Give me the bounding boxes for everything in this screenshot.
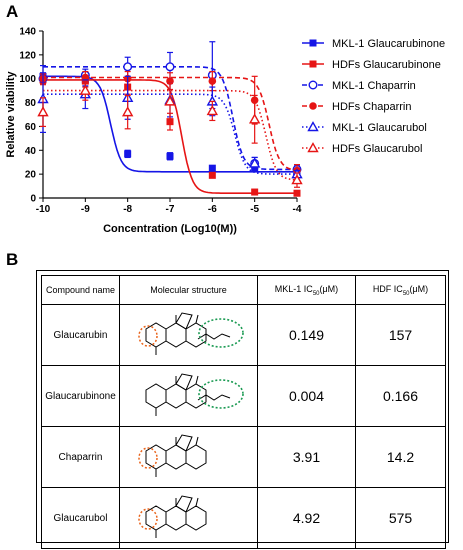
data-point: [208, 164, 216, 172]
molecular-structure-image: [119, 487, 258, 549]
panel-label-b: B: [6, 250, 19, 269]
x-tick-label: -6: [208, 204, 217, 215]
mkl-ic50-value: 4.92: [257, 487, 356, 549]
data-point: [248, 157, 261, 168]
compound-name: Glaucarubin: [41, 304, 120, 366]
data-point: [291, 174, 303, 185]
molecule-structure-icon: [145, 373, 244, 417]
data-point: [166, 118, 174, 126]
y-tick-label: 60: [25, 122, 37, 133]
ic50-table: Compound name Molecular structure MKL-1 …: [41, 275, 446, 549]
dose-response-chart: -10 -9 -8 -7 -6 -5 -4 0 20 40 60 80 100 120 140 Concent…: [5, 27, 445, 236]
hdf-ic50-value: 157: [355, 304, 446, 366]
molecule-structure-icon: [138, 312, 244, 356]
legend-marker: [309, 60, 317, 68]
header-molecular-structure: Molecular structure: [119, 275, 258, 305]
table-row: Glaucarubinone 0.004 0.166: [41, 365, 446, 427]
table-row: Chaparrin 3.91 14.2: [41, 426, 446, 488]
hdf-ic50-value: 0.166: [355, 365, 446, 427]
panel-label-a: A: [6, 2, 19, 21]
table-row: Glaucarubin 0.149 157: [41, 304, 446, 366]
legend-marker: [307, 121, 319, 132]
y-tick-label: 140: [19, 27, 36, 38]
x-tick-label: -9: [81, 204, 90, 215]
header-compound-name: Compound name: [41, 275, 120, 305]
data-point: [79, 84, 92, 95]
mkl-ic50-value: 3.91: [257, 426, 356, 488]
data-point: [248, 113, 261, 124]
ic50-table-frame: Compound name Molecular structure MKL-1 …: [36, 270, 449, 549]
legend-label: HDFs Glaucarubinone: [332, 59, 441, 71]
compound-name: Glaucarubinone: [41, 365, 120, 427]
y-tick-label: 100: [19, 74, 36, 85]
legend-marker: [309, 39, 317, 47]
hdf-ic50-value: 575: [355, 487, 446, 549]
header-hdf-ic50: HDF IC50(μM): [355, 275, 446, 305]
x-tick-label: -7: [166, 204, 175, 215]
data-point: [251, 188, 259, 196]
legend-label: MKL-1 Glaucarubol: [332, 122, 427, 134]
x-tick-label: -5: [250, 204, 259, 215]
legend-marker: [308, 80, 318, 90]
header-mkl-ic50: MKL-1 IC50(μM): [257, 275, 356, 305]
legend-label: MKL-1 Chaparrin: [332, 80, 416, 92]
data-point: [124, 150, 132, 158]
x-axis-label: Concentration (Log10(M)): [103, 223, 237, 235]
legend-label: HDFs Chaparrin: [332, 101, 411, 113]
data-point: [293, 189, 301, 197]
compound-name: Chaparrin: [41, 426, 120, 488]
y-tick-label: 120: [19, 50, 36, 61]
table-row: Glaucarubol 4.92 575: [41, 487, 446, 549]
x-tick-label: -4: [293, 204, 302, 215]
data-point: [121, 106, 134, 117]
data-point: [165, 62, 175, 72]
legend-marker: [307, 142, 319, 153]
data-point: [208, 171, 216, 179]
y-axis-label: Relative viability: [5, 71, 17, 158]
mkl-ic50-value: 0.004: [257, 365, 356, 427]
data-point: [206, 104, 219, 116]
y-tick-label: 0: [30, 194, 36, 205]
table-header-row: Compound name Molecular structure MKL-1 …: [41, 275, 446, 305]
data-point: [37, 106, 49, 117]
hdf-ic50-value: 14.2: [355, 426, 446, 488]
data-point: [166, 152, 174, 160]
molecular-structure-image: [119, 426, 258, 488]
molecule-structure-icon: [138, 434, 207, 478]
y-tick-label: 20: [25, 170, 37, 181]
legend-label: MKL-1 Glaucarubinone: [332, 38, 445, 50]
y-tick-label: 80: [25, 98, 37, 109]
data-point: [208, 77, 217, 85]
data-point: [164, 95, 176, 106]
legend-label: HDFs Glaucarubol: [332, 143, 422, 155]
mkl-ic50-value: 0.149: [257, 304, 356, 366]
legend-marker: [309, 102, 317, 110]
data-point: [123, 62, 133, 72]
y-tick-label: 40: [25, 146, 37, 157]
compound-name: Glaucarubol: [41, 487, 120, 549]
x-tick-label: -8: [123, 204, 132, 215]
molecular-structure-image: [119, 365, 258, 427]
molecule-structure-icon: [138, 495, 207, 539]
molecular-structure-image: [119, 304, 258, 366]
x-tick-label: -10: [36, 204, 51, 215]
